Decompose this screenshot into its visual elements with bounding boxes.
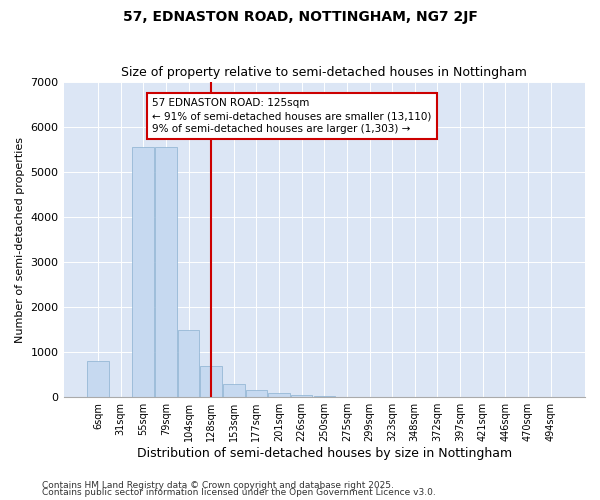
Text: 57 EDNASTON ROAD: 125sqm
← 91% of semi-detached houses are smaller (13,110)
9% o: 57 EDNASTON ROAD: 125sqm ← 91% of semi-d… <box>152 98 431 134</box>
Bar <box>200 366 222 397</box>
Text: Contains public sector information licensed under the Open Government Licence v3: Contains public sector information licen… <box>42 488 436 497</box>
Text: Contains HM Land Registry data © Crown copyright and database right 2025.: Contains HM Land Registry data © Crown c… <box>42 480 394 490</box>
Y-axis label: Number of semi-detached properties: Number of semi-detached properties <box>15 136 25 342</box>
Bar <box>223 384 245 397</box>
Bar <box>314 396 335 397</box>
Text: 57, EDNASTON ROAD, NOTTINGHAM, NG7 2JF: 57, EDNASTON ROAD, NOTTINGHAM, NG7 2JF <box>122 10 478 24</box>
Title: Size of property relative to semi-detached houses in Nottingham: Size of property relative to semi-detach… <box>121 66 527 80</box>
Bar <box>291 395 313 397</box>
Bar <box>155 148 176 397</box>
Bar <box>133 148 154 397</box>
Bar <box>87 361 109 397</box>
Bar <box>245 390 267 397</box>
X-axis label: Distribution of semi-detached houses by size in Nottingham: Distribution of semi-detached houses by … <box>137 447 512 460</box>
Bar <box>178 330 199 397</box>
Bar <box>268 392 290 397</box>
